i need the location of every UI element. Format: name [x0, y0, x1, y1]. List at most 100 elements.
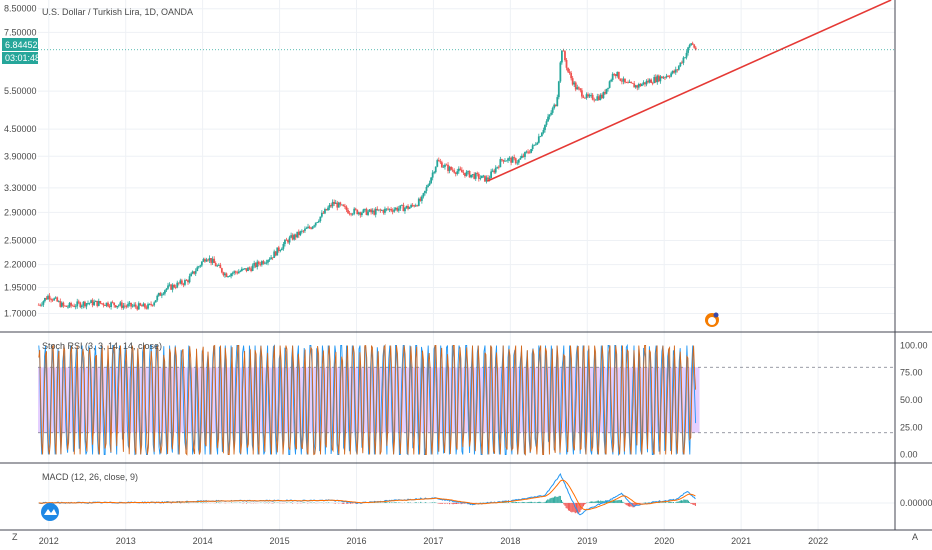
candle-body — [502, 159, 505, 162]
candle-body — [405, 205, 408, 208]
candle-body — [490, 171, 493, 178]
candle-body — [165, 288, 168, 291]
price-tick-label: 2.20000 — [4, 260, 37, 270]
candle-body — [197, 266, 200, 268]
candle-body — [602, 91, 605, 99]
candle-body — [111, 302, 114, 304]
candle-body — [74, 306, 77, 308]
candle-body — [322, 212, 325, 214]
x-tick-label: 2019 — [577, 536, 597, 546]
zoom-corner-button[interactable]: Z — [12, 532, 18, 542]
candle-body — [427, 185, 429, 187]
stoch-tick-label: 0.00 — [900, 450, 918, 460]
candle-body — [336, 202, 339, 208]
candle-body — [671, 70, 674, 74]
candle-body — [57, 301, 60, 302]
candle-body — [224, 273, 226, 276]
candle-body — [594, 99, 597, 101]
chart-title: U.S. Dollar / Turkish Lira, 1D, OANDA — [42, 7, 193, 17]
x-tick-label: 2017 — [423, 536, 443, 546]
candle-body — [302, 230, 305, 232]
candle-body — [188, 276, 191, 283]
candle-body — [87, 303, 89, 304]
candle-body — [193, 271, 196, 274]
candle-body — [288, 237, 291, 243]
candle-body — [217, 264, 220, 266]
candle-body — [160, 294, 163, 296]
events-marker-icon[interactable] — [705, 312, 719, 328]
candle-body — [416, 205, 419, 207]
candle-body — [200, 261, 203, 266]
candle-body — [279, 250, 282, 251]
candle-body — [647, 80, 649, 83]
candle-body — [510, 157, 513, 163]
candle-body — [464, 173, 466, 177]
candle-body — [140, 305, 143, 307]
candle-body — [174, 287, 177, 289]
candle-body — [533, 144, 536, 146]
candle-body — [664, 77, 666, 79]
candle-body — [388, 208, 391, 210]
candle-body — [537, 136, 540, 143]
candle-body — [670, 73, 673, 77]
candle-body — [404, 207, 406, 212]
candle-body — [356, 209, 359, 215]
candle-body — [436, 160, 439, 167]
candle-body — [631, 82, 634, 84]
candle-body — [304, 228, 306, 231]
pane-separators — [0, 0, 932, 531]
candle-body — [96, 300, 99, 306]
candle-body — [344, 206, 346, 207]
candle-body — [662, 77, 665, 79]
candle-body — [445, 164, 448, 166]
candle-body — [651, 82, 654, 84]
candle-body — [551, 108, 554, 113]
candle-body — [47, 295, 49, 300]
candle-body — [264, 262, 266, 264]
candle-body — [393, 209, 396, 212]
candle-body — [654, 77, 657, 83]
candle-body — [357, 212, 360, 215]
candle-body — [147, 304, 149, 309]
candle-body — [690, 43, 693, 46]
price-tick-label: 3.30000 — [4, 183, 37, 193]
last-price-value: 6.84452 — [5, 40, 38, 50]
candle-body — [254, 262, 257, 268]
candle-body — [293, 234, 296, 240]
candle-body — [171, 284, 174, 290]
candle-body — [100, 303, 103, 305]
candle-body — [154, 300, 157, 303]
candle-body — [287, 240, 289, 243]
candle-body — [42, 301, 45, 305]
candle-body — [368, 209, 371, 212]
candle-body — [565, 60, 568, 68]
candle-body — [128, 302, 131, 305]
candle-body — [600, 94, 603, 99]
candle-body — [622, 78, 625, 82]
candle-body — [296, 231, 299, 238]
candle-body — [448, 166, 451, 171]
candle-body — [653, 77, 656, 84]
candle-body — [425, 186, 428, 191]
stoch-rsi-title: Stoch RSI (3, 3, 14, 14, close) — [42, 341, 162, 351]
candle-body — [596, 96, 599, 100]
candle-body — [674, 69, 677, 73]
candle-body — [150, 303, 152, 305]
candle-body — [571, 78, 574, 85]
auto-scale-button[interactable]: A — [912, 532, 918, 542]
app-logo-icon[interactable] — [41, 503, 59, 521]
x-tick-label: 2016 — [346, 536, 366, 546]
candle-body — [402, 204, 405, 212]
candle-body — [681, 62, 683, 64]
candle-body — [673, 70, 676, 73]
stoch-tick-label: 25.00 — [900, 422, 923, 432]
candle-body — [493, 170, 496, 173]
x-tick-label: 2020 — [654, 536, 674, 546]
candle-body — [257, 261, 260, 265]
candle-body — [536, 142, 539, 145]
candle-body — [590, 94, 593, 96]
candle-body — [345, 206, 348, 211]
candle-body — [574, 82, 577, 90]
candle-body — [457, 168, 460, 172]
